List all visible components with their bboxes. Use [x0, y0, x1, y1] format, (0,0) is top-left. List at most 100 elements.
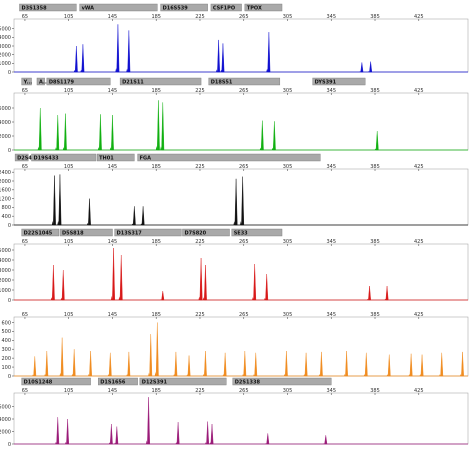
marker-box[interactable] [244, 3, 283, 12]
stutter-peak [55, 147, 57, 150]
x-tick-label: 385 [370, 239, 380, 245]
peak [149, 334, 153, 377]
stutter-peak [253, 374, 255, 376]
marker-box[interactable] [96, 153, 135, 162]
marker-label: D19S433 [34, 156, 60, 162]
marker-box[interactable] [19, 3, 77, 12]
marker-box[interactable] [137, 153, 321, 162]
y-tick-label: 2000 [0, 278, 11, 284]
peak [234, 178, 238, 226]
marker-box[interactable] [231, 228, 283, 237]
x-tick-label: 225 [195, 88, 205, 94]
peak [51, 264, 55, 301]
marker-label: D2S1338 [235, 380, 261, 386]
marker-box[interactable] [21, 377, 91, 386]
peak [60, 337, 64, 377]
stutter-peak [240, 221, 242, 225]
x-tick-label: 385 [370, 164, 380, 170]
stutter-peak [145, 440, 148, 444]
marker-box[interactable] [208, 77, 281, 86]
marker-box[interactable] [160, 3, 208, 12]
peak [304, 352, 308, 377]
marker-box[interactable] [312, 77, 366, 86]
x-tick-label: 305 [283, 88, 293, 94]
stutter-peak [160, 299, 162, 300]
stutter-peak [65, 442, 67, 444]
marker-box[interactable] [232, 377, 332, 386]
stutter-peak [386, 374, 389, 376]
x-tick-label: 225 [195, 14, 205, 20]
peak [53, 175, 56, 226]
x-tick-label: 185 [151, 164, 161, 170]
stutter-peak [73, 69, 76, 72]
marker-box[interactable] [114, 228, 182, 237]
x-tick-label: 225 [195, 312, 205, 318]
x-tick-label: 65 [22, 239, 28, 245]
x-tick-label: 345 [326, 388, 336, 394]
plot-frame [13, 92, 469, 151]
y-tick-label: 1600 [0, 188, 11, 194]
marker-box[interactable] [182, 228, 230, 237]
y-tick-label: 4000 [0, 417, 11, 423]
peak [72, 349, 76, 377]
x-tick-label: 425 [414, 239, 424, 245]
stutter-peak [198, 296, 201, 300]
x-tick-label: 65 [22, 388, 28, 394]
marker-label: D18S51 [211, 80, 233, 86]
peak [267, 32, 271, 73]
marker-box[interactable] [79, 3, 158, 12]
peak [157, 100, 160, 151]
peak [111, 114, 114, 151]
peak [99, 114, 102, 151]
stutter-peak [118, 296, 121, 300]
y-tick-label: 0 [8, 298, 11, 304]
y-tick-label: 200 [1, 356, 11, 362]
stutter-peak [126, 68, 128, 72]
peak [155, 322, 159, 377]
marker-label: D8S1179 [49, 80, 75, 86]
x-tick-label: 105 [64, 239, 74, 245]
stutter-peak [202, 374, 205, 376]
stutter-peak [50, 297, 53, 300]
x-tick-label: 145 [108, 312, 118, 318]
marker-box[interactable] [31, 153, 97, 162]
x-tick-label: 145 [108, 88, 118, 94]
x-tick-label: 345 [326, 14, 336, 20]
x-tick-label: 65 [22, 164, 28, 170]
x-tick-label: 385 [370, 88, 380, 94]
marker-box[interactable] [98, 377, 138, 386]
x-tick-label: 345 [326, 164, 336, 170]
x-tick-label: 225 [195, 239, 205, 245]
marker-box[interactable] [119, 77, 202, 86]
y-tick-label: 3000 [0, 44, 11, 50]
stutter-peak [359, 71, 361, 72]
marker-box[interactable] [21, 228, 60, 237]
marker-box[interactable] [21, 77, 32, 86]
marker-box[interactable] [139, 377, 227, 386]
marker-box[interactable] [210, 3, 242, 12]
stutter-peak [259, 147, 262, 150]
y-tick-label: 300 [1, 347, 11, 353]
y-tick-label: 2000 [0, 179, 11, 185]
x-tick-label: 185 [151, 14, 161, 20]
peak [119, 254, 123, 301]
stutter-peak [408, 374, 411, 376]
x-tick-label: 425 [414, 14, 424, 20]
stutter-peak [32, 374, 34, 376]
x-tick-label: 185 [151, 312, 161, 318]
x-tick-label: 425 [414, 312, 424, 318]
x-tick-label: 145 [108, 164, 118, 170]
marker-box[interactable] [14, 153, 29, 162]
stutter-peak [60, 297, 63, 300]
marker-box[interactable] [59, 228, 113, 237]
peak [284, 351, 288, 377]
marker-box[interactable] [46, 77, 111, 86]
panel-6: D10S1248 D1S1656 D12S391 D2S1338 65 105 145 185… [0, 377, 469, 448]
marker-box[interactable] [36, 77, 45, 86]
stutter-peak [107, 374, 110, 376]
x-tick-label: 425 [414, 388, 424, 394]
stutter-peak [283, 374, 286, 376]
marker-label: Y... [23, 80, 33, 86]
peak [254, 352, 258, 377]
